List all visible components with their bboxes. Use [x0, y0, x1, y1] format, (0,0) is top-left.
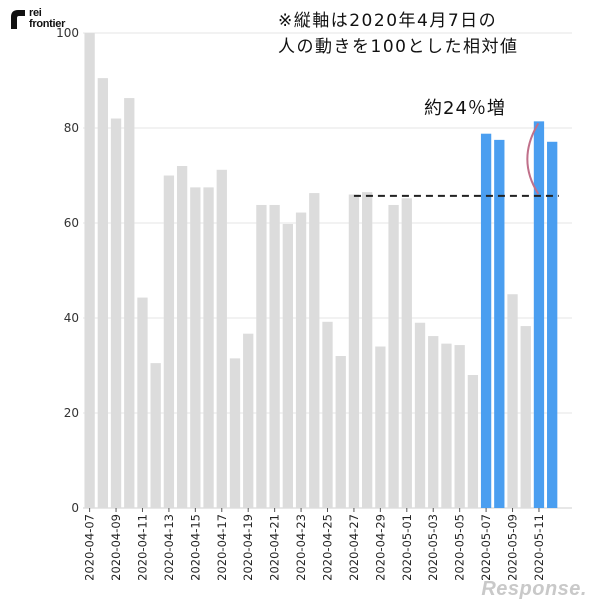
bar — [203, 187, 214, 508]
bar — [361, 192, 373, 508]
bar — [163, 175, 175, 508]
bar — [84, 33, 95, 508]
y-tick-label: 40 — [64, 311, 79, 325]
x-tick-label: 2020-04-07 — [83, 514, 97, 581]
bar — [176, 166, 188, 508]
x-tick-label: 2020-04-19 — [241, 514, 255, 581]
bar — [441, 343, 452, 508]
bar — [467, 375, 479, 508]
bar — [388, 204, 399, 508]
y-tick-label: 60 — [64, 216, 79, 230]
bar — [533, 121, 545, 508]
bar — [269, 204, 280, 508]
x-tick-label: 2020-05-07 — [479, 514, 493, 581]
bar — [137, 297, 148, 508]
x-tick-label: 2020-05-01 — [400, 514, 414, 581]
rei-frontier-logo-icon — [11, 10, 25, 29]
x-tick-label: 2020-04-11 — [135, 514, 149, 581]
x-tick-label: 2020-05-05 — [453, 514, 467, 581]
bar — [124, 98, 135, 508]
bar — [295, 212, 307, 509]
bar — [216, 169, 227, 509]
bar — [348, 194, 360, 508]
x-tick-label: 2020-05-11 — [532, 514, 546, 581]
bar — [256, 204, 267, 508]
x-tick-label: 2020-04-13 — [162, 514, 176, 581]
bar — [282, 223, 294, 508]
x-tick-label: 2020-04-17 — [215, 514, 229, 581]
logo-wordmark: rei frontier — [29, 8, 65, 30]
x-tick-label: 2020-05-03 — [426, 514, 440, 581]
x-tick-label: 2020-04-23 — [294, 514, 308, 581]
bar — [428, 336, 439, 508]
bar — [229, 358, 241, 508]
y-axis: 0 20 40 60 80 100 — [56, 26, 79, 515]
axis-note: ※縦軸は2020年4月7日の 人の動きを100とした相対値 — [278, 8, 518, 60]
y-tick-label: 80 — [64, 121, 79, 135]
bar — [97, 78, 108, 508]
axis-note-line2: 人の動きを100とした相対値 — [278, 37, 519, 57]
bar — [309, 193, 320, 508]
bars — [84, 33, 558, 509]
x-tick-label: 2020-05-09 — [506, 514, 520, 581]
bar — [414, 322, 426, 508]
bar — [454, 345, 465, 508]
bar — [190, 187, 201, 508]
increase-bracket — [526, 122, 540, 195]
x-tick-label: 2020-04-29 — [373, 514, 387, 581]
y-tick-label: 20 — [64, 406, 79, 420]
response-watermark: Response. — [481, 578, 587, 600]
bar — [375, 346, 386, 508]
axis-note-line1: ※縦軸は2020年4月7日の — [278, 11, 498, 31]
annotation-label: 約24％増 — [424, 98, 506, 119]
x-axis: 2020-04-07 2020-04-09 2020-04-11 2020-04-13… — [83, 508, 546, 581]
logo-line2: frontier — [29, 18, 66, 30]
bar — [335, 356, 346, 508]
y-tick-label: 100 — [56, 26, 79, 40]
x-tick-label: 2020-04-09 — [109, 514, 123, 581]
bar — [243, 333, 254, 508]
bar — [110, 118, 122, 508]
x-tick-label: 2020-04-25 — [321, 514, 335, 581]
bar — [520, 326, 531, 508]
bar — [401, 198, 412, 509]
y-tick-label: 0 — [71, 501, 79, 515]
bar — [547, 141, 558, 508]
logo-line1: rei — [29, 7, 42, 19]
bar — [480, 133, 492, 508]
bar — [150, 363, 161, 508]
bar — [494, 139, 505, 508]
x-tick-label: 2020-04-15 — [188, 514, 202, 581]
x-tick-label: 2020-04-21 — [268, 514, 282, 581]
bar — [507, 294, 518, 508]
bar — [322, 321, 333, 508]
x-tick-label: 2020-04-27 — [347, 514, 361, 581]
rei-frontier-logo: rei frontier — [10, 8, 65, 30]
